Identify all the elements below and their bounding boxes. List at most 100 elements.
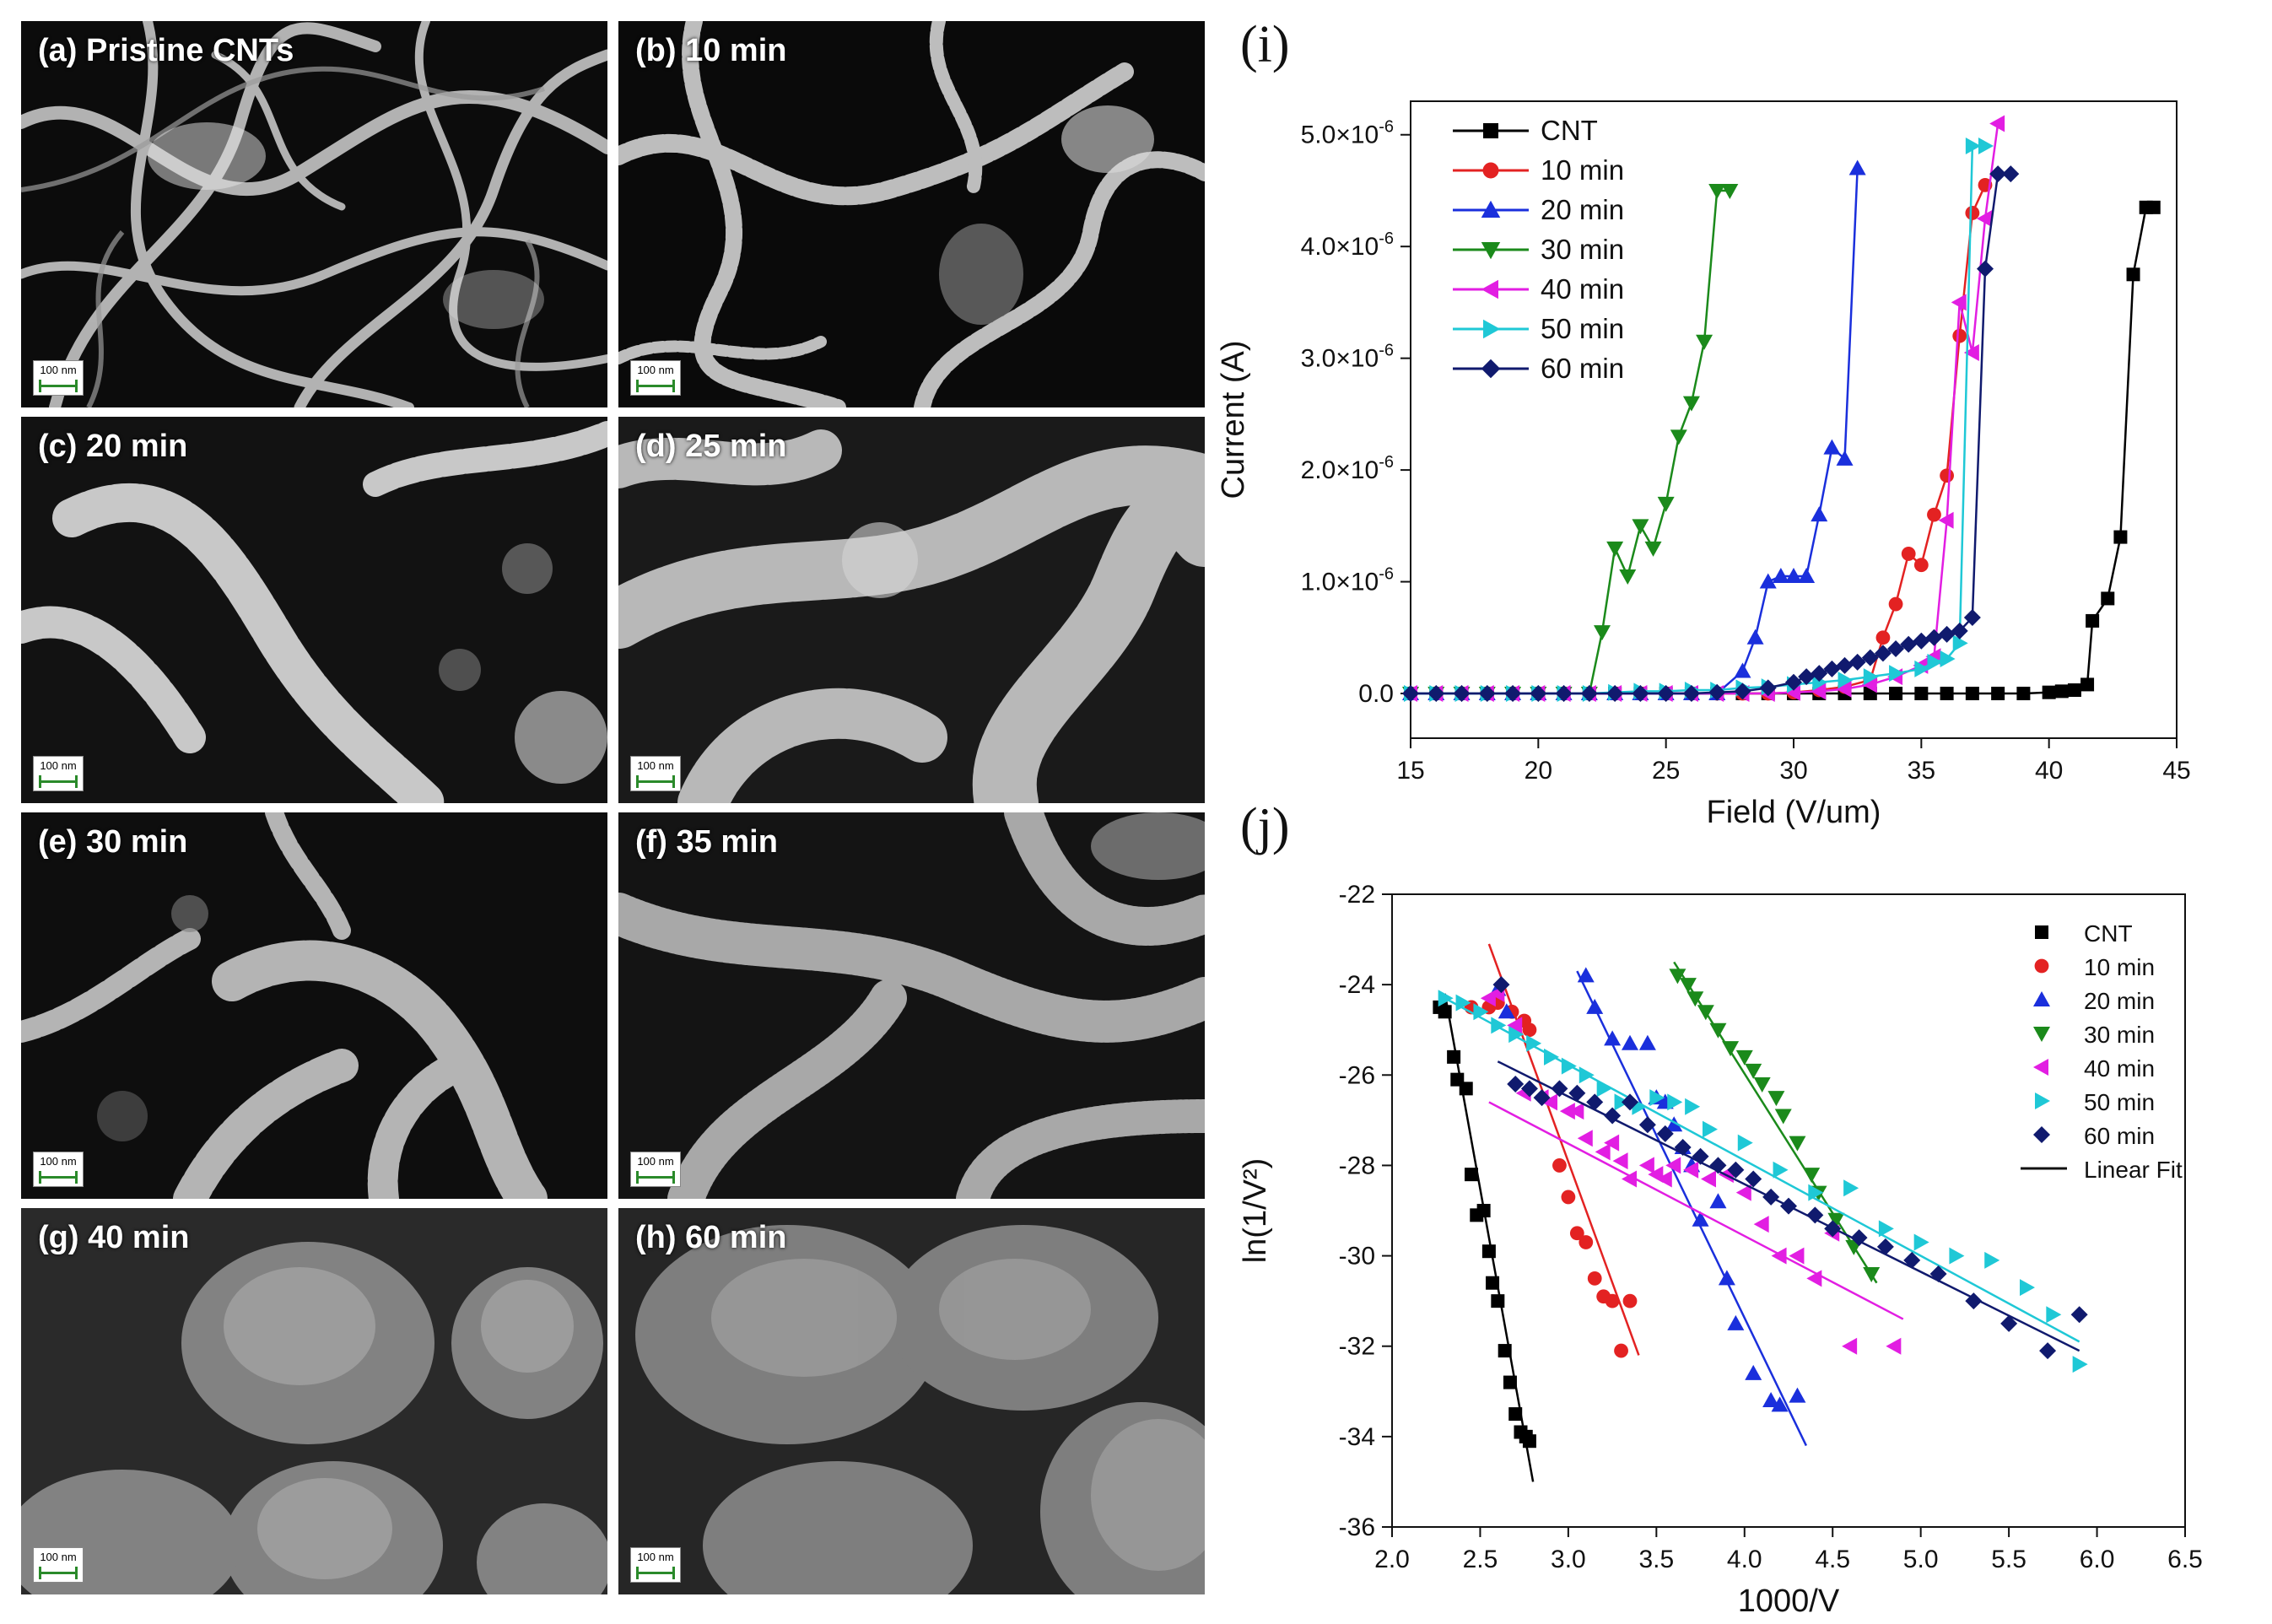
- y-tick-label: -30: [1339, 1243, 1375, 1271]
- data-point: [1674, 1139, 1692, 1156]
- data-point: [1803, 1168, 1821, 1184]
- y-tick-label: 1.0×10-6: [1301, 565, 1394, 596]
- data-point: [1842, 1337, 1858, 1355]
- data-point: [1824, 1220, 1842, 1238]
- data-point: [1737, 1134, 1753, 1152]
- series-line: [1411, 189, 1730, 695]
- data-point: [1577, 1130, 1593, 1147]
- data-point: [1508, 1026, 1525, 1044]
- legend-label: 30 min: [2084, 1022, 2155, 1048]
- x-tick-label: 2.5: [1463, 1546, 1498, 1573]
- data-point: [1498, 1003, 1515, 1019]
- data-point: [2080, 677, 2095, 692]
- legend: CNT 10 min 20 min 30 min 40 min 50 min 60 min: [1453, 115, 1624, 384]
- data-point: [1670, 429, 1687, 445]
- data-point: [1889, 687, 1903, 701]
- data-point: [1927, 507, 1941, 522]
- data-point: [1586, 998, 1604, 1014]
- data-point: [1709, 1022, 1727, 1039]
- data-point: [1605, 1293, 1620, 1308]
- data-point: [1665, 1116, 1683, 1132]
- legend-marker: [2033, 1126, 2050, 1143]
- data-point: [1709, 1157, 1727, 1174]
- data-point: [1952, 634, 1968, 652]
- data-point: [1785, 567, 1802, 583]
- y-tick-exponent: -6: [1379, 342, 1394, 360]
- data-point: [1951, 294, 1967, 311]
- legend-marker: [2035, 925, 2048, 939]
- data-point: [1561, 1057, 1577, 1075]
- sem-image: [618, 1208, 1205, 1594]
- data-point: [1644, 541, 1662, 557]
- y-tick-label: -28: [1339, 1152, 1375, 1179]
- sem-image: [618, 417, 1205, 803]
- data-point: [1622, 1034, 1638, 1050]
- sem-image: [21, 1208, 607, 1594]
- y-tick-label: -24: [1339, 971, 1375, 999]
- data-point: [1808, 1184, 1824, 1201]
- scale-bar: 100 nm: [630, 1152, 681, 1187]
- scale-bar: 100 nm: [33, 1547, 84, 1583]
- plot-frame: [1391, 893, 2186, 1528]
- series-40-min: [1480, 985, 1904, 1355]
- x-axis-label: Field (V/um): [1707, 795, 1881, 830]
- data-point: [1863, 668, 1879, 686]
- data-point: [1595, 1143, 1611, 1161]
- data-point: [2072, 1356, 2088, 1373]
- data-point: [1438, 1005, 1452, 1019]
- data-point: [1638, 1034, 1656, 1050]
- data-point: [1682, 685, 1700, 703]
- legend-label: 20 min: [1541, 194, 1624, 225]
- legend-marker: [1481, 200, 1501, 218]
- data-point: [1836, 656, 1854, 674]
- legend-label: 60 min: [1541, 353, 1624, 384]
- data-point: [1594, 625, 1611, 641]
- x-tick-label: 5.0: [1903, 1546, 1939, 1573]
- legend-label: 10 min: [1541, 154, 1624, 186]
- legend-label: 10 min: [2084, 954, 2155, 980]
- data-point: [1753, 1077, 1771, 1093]
- data-point: [1759, 573, 1777, 589]
- data-point: [1901, 547, 1916, 561]
- legend-marker: [2035, 1093, 2050, 1109]
- data-point: [1504, 685, 1522, 703]
- series-50-min: [1404, 137, 1994, 703]
- sem-panel-g: (g) 40 min 100 nm: [21, 1208, 607, 1594]
- x-tick-label: 30: [1779, 757, 1807, 785]
- data-point: [1587, 1271, 1602, 1286]
- sem-panel-c: (c) 20 min 100 nm: [21, 417, 607, 803]
- plot-content: [1433, 943, 2088, 1482]
- data-point: [1508, 1407, 1523, 1422]
- data-point: [1850, 1229, 1868, 1247]
- data-point: [1568, 1084, 1586, 1102]
- data-point: [1667, 1093, 1683, 1111]
- y-tick-label: 4.0×10-6: [1301, 229, 1394, 261]
- legend-label: Linear Fit: [2084, 1157, 2183, 1183]
- data-point: [1522, 1022, 1537, 1038]
- data-point: [1836, 450, 1854, 466]
- y-tick-label: -36: [1339, 1513, 1375, 1541]
- data-point: [1745, 1364, 1762, 1380]
- data-point: [1438, 990, 1454, 1007]
- x-tick-label: 5.5: [1991, 1546, 2026, 1573]
- data-point: [1492, 976, 1510, 994]
- data-point: [1727, 1161, 1745, 1179]
- fit-line: [1488, 1101, 1904, 1320]
- data-point: [1798, 567, 1816, 583]
- data-point: [1888, 596, 1903, 612]
- data-point: [1762, 1392, 1780, 1407]
- data-point: [1697, 1005, 1714, 1021]
- data-point: [1478, 685, 1496, 703]
- legend-label: 20 min: [2084, 988, 2155, 1014]
- data-point: [1622, 1170, 1637, 1188]
- series-line: [1411, 144, 1985, 695]
- data-point: [1465, 1168, 1478, 1182]
- data-point: [1721, 183, 1739, 199]
- data-point: [1952, 328, 1967, 343]
- sem-panel-f: (f) 35 min 100 nm: [618, 812, 1205, 1199]
- data-point: [1762, 1188, 1780, 1206]
- x-axis-label: 1000/V: [1738, 1584, 1840, 1619]
- data-point: [1486, 1276, 1500, 1290]
- data-point: [1555, 685, 1573, 703]
- data-point: [1701, 1170, 1716, 1188]
